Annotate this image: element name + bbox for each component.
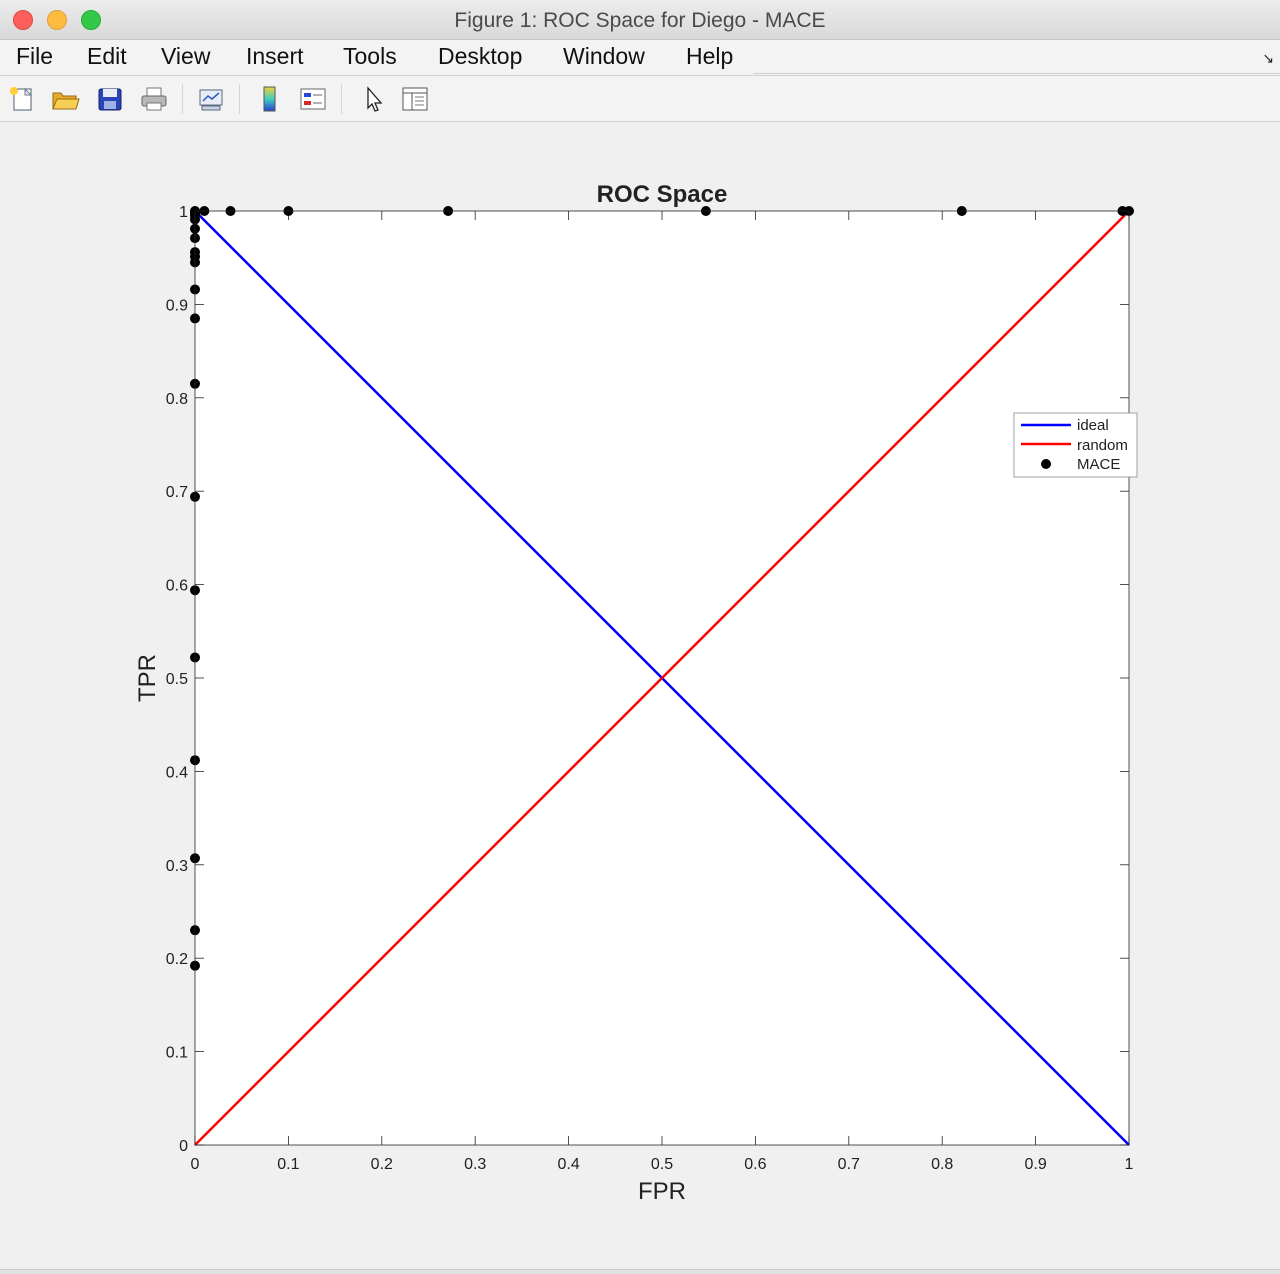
y-tick-label: 0.1: [166, 1045, 188, 1062]
menu-help[interactable]: Help: [686, 43, 734, 69]
x-axis-label: FPR: [638, 1178, 686, 1205]
y-tick-label: 0.6: [166, 578, 188, 595]
toolbar-separator: [182, 84, 183, 114]
x-tick-label: 0.9: [1024, 1156, 1046, 1173]
x-tick-label: 0.7: [838, 1156, 860, 1173]
y-tick-label: 0: [179, 1138, 188, 1155]
close-window-button[interactable]: [13, 10, 33, 30]
x-tick-label: 0.2: [371, 1156, 393, 1173]
property-inspector-icon[interactable]: [400, 84, 430, 114]
menu-window[interactable]: Window: [563, 43, 645, 69]
plot-box: [194, 210, 1130, 1146]
menubar-divider: [753, 73, 1280, 74]
x-tick-label: 0.6: [744, 1156, 766, 1173]
axis-ticks: 0 0.1 0.2 0.3 0.4 0.5 0.6 0.7 0.8 0.9 1 0 0.1 0.2 0.3 0…: [166, 204, 1134, 1173]
legend-label-ideal: ideal: [1077, 417, 1109, 434]
y-tick-label: 0.5: [166, 671, 188, 688]
open-file-icon[interactable]: [50, 84, 80, 114]
x-tick-label: 0.3: [464, 1156, 486, 1173]
menu-tools[interactable]: Tools: [343, 43, 397, 69]
y-tick-label: 0.7: [166, 484, 188, 501]
x-tick-label: 0.1: [277, 1156, 299, 1173]
print-icon[interactable]: [139, 84, 169, 114]
toolbar-separator: [341, 84, 342, 114]
window-bottom-edge: [0, 1269, 1280, 1274]
menu-bar: File Edit View Insert Tools Desktop Wind…: [0, 40, 1280, 76]
y-tick-label: 1: [179, 204, 188, 221]
legend-icon[interactable]: [298, 84, 328, 114]
x-tick-label: 0.4: [557, 1156, 579, 1173]
save-icon[interactable]: [95, 84, 125, 114]
colorbar-icon[interactable]: [255, 84, 285, 114]
roc-chart[interactable]: 0 0.1 0.2 0.3 0.4 0.5 0.6 0.7 0.8 0.9 1 0 0.1 0.2 0.3 0…: [0, 122, 1280, 1270]
chart-legend[interactable]: ideal random MACE: [1013, 412, 1138, 478]
legend-label-random: random: [1077, 437, 1128, 454]
window-title: Figure 1: ROC Space for Diego - MACE: [454, 9, 826, 32]
menu-file[interactable]: File: [16, 43, 54, 69]
dock-figure-icon[interactable]: ↘: [1262, 50, 1274, 66]
edit-plot-icon[interactable]: [359, 84, 389, 114]
menu-edit[interactable]: Edit: [87, 43, 127, 69]
menu-view[interactable]: View: [161, 43, 211, 69]
menu-insert[interactable]: Insert: [246, 43, 304, 69]
y-tick-label: 0.2: [166, 951, 188, 968]
x-tick-label: 0.5: [651, 1156, 673, 1173]
x-tick-label: 0: [191, 1156, 200, 1173]
menu-desktop[interactable]: Desktop: [438, 43, 523, 69]
y-tick-label: 0.3: [166, 858, 188, 875]
legend-swatch-mace: [1041, 459, 1051, 469]
figure-canvas: 0 0.1 0.2 0.3 0.4 0.5 0.6 0.7 0.8 0.9 1 0 0.1 0.2 0.3 0…: [0, 122, 1280, 1270]
y-axis-label: TPR: [134, 654, 161, 702]
y-tick-label: 0.4: [166, 764, 188, 781]
y-tick-label: 0.9: [166, 297, 188, 314]
new-figure-icon[interactable]: [7, 84, 37, 114]
x-tick-label: 1: [1125, 1156, 1134, 1173]
window-titlebar: Figure 1: ROC Space for Diego - MACE: [0, 0, 1280, 40]
y-tick-label: 0.8: [166, 391, 188, 408]
toolbar-separator: [239, 84, 240, 114]
legend-label-mace: MACE: [1077, 456, 1120, 473]
link-plot-icon[interactable]: [196, 84, 226, 114]
maximize-window-button[interactable]: [81, 10, 101, 30]
figure-toolbar: [0, 76, 1280, 122]
x-tick-label: 0.8: [931, 1156, 953, 1173]
series-line-random: [194, 210, 1130, 1146]
chart-title: ROC Space: [597, 181, 728, 208]
minimize-window-button[interactable]: [47, 10, 67, 30]
